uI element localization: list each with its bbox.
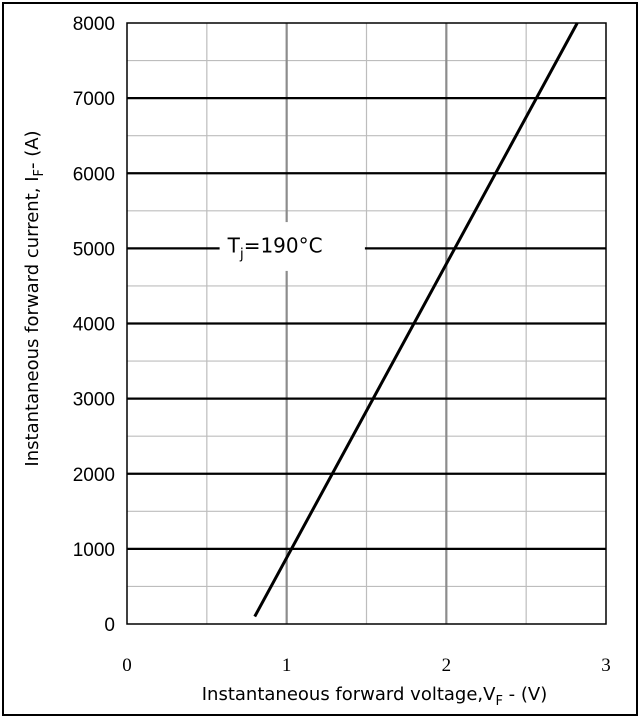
annotation-box: Tj=190°C [219, 222, 365, 271]
series-line-0 [253, 22, 579, 618]
series-layer [253, 22, 579, 618]
x-tick-labels: 0 1 2 3 [122, 655, 611, 676]
minor-gridlines [127, 23, 606, 624]
y-tick-label: 4000 [73, 315, 115, 336]
x-tick-label: 2 [442, 655, 452, 676]
y-tick-label: 0 [104, 615, 115, 636]
x-tick-label: 1 [282, 655, 292, 676]
major-gridlines [127, 23, 606, 624]
y-tick-label: 8000 [73, 14, 115, 35]
y-tick-label: 7000 [73, 89, 115, 110]
y-tick-label: 6000 [73, 164, 115, 185]
x-axis-label: Instantaneous forward voltage,VF - (V) [202, 684, 548, 709]
x-tick-label: 3 [601, 655, 611, 676]
junction-temperature-label: Tj=190°C [227, 233, 323, 262]
chart-frame [2, 2, 638, 716]
y-axis-label: Instantaneous forward current, IF- (A) [22, 130, 47, 466]
y-tick-labels: 0 1000 2000 3000 4000 5000 6000 7000 8000 [73, 14, 115, 636]
y-tick-label: 2000 [73, 465, 115, 486]
y-tick-label: 5000 [73, 239, 115, 260]
x-tick-label: 0 [122, 655, 132, 676]
y-tick-label: 3000 [73, 390, 115, 411]
plot-area-border [126, 22, 607, 625]
y-tick-label: 1000 [73, 540, 115, 561]
annotation-background [219, 222, 365, 271]
